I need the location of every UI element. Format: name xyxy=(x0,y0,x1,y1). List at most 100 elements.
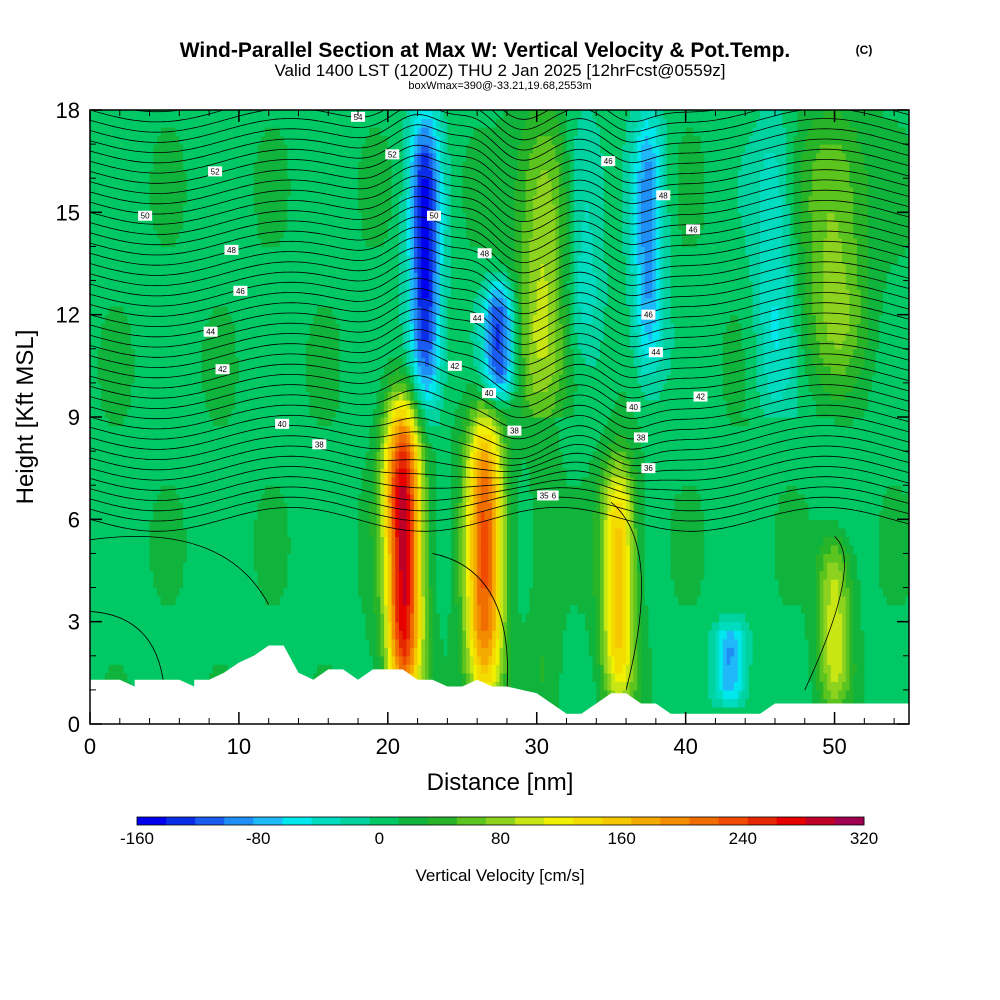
velocity-cell xyxy=(294,135,300,145)
velocity-cell xyxy=(145,519,151,529)
velocity-cell xyxy=(116,178,121,188)
velocity-cell xyxy=(190,382,195,393)
velocity-cell xyxy=(104,374,110,384)
velocity-cell xyxy=(90,408,95,418)
velocity-cell xyxy=(194,246,199,256)
velocity-cell xyxy=(157,263,162,273)
velocity-cell xyxy=(302,246,307,256)
velocity-cell xyxy=(231,263,236,273)
velocity-cell xyxy=(175,169,180,179)
velocity-cell xyxy=(320,502,326,512)
velocity-cell xyxy=(261,493,266,503)
velocity-cell xyxy=(343,664,348,674)
velocity-cell xyxy=(331,246,337,256)
velocity-cell xyxy=(283,630,288,640)
velocity-cell xyxy=(142,348,147,358)
velocity-cell xyxy=(197,544,203,555)
velocity-cell xyxy=(90,365,95,375)
velocity-cell xyxy=(209,127,214,137)
velocity-cell xyxy=(246,186,251,196)
velocity-cell xyxy=(298,237,303,248)
velocity-cell xyxy=(149,442,154,452)
velocity-cell xyxy=(101,254,106,265)
velocity-cell xyxy=(145,272,151,282)
velocity-cell xyxy=(305,485,311,495)
velocity-cell xyxy=(190,596,195,606)
velocity-cell xyxy=(123,314,128,324)
velocity-cell xyxy=(328,246,333,256)
velocity-cell xyxy=(205,587,210,597)
velocity-cell xyxy=(127,348,132,358)
velocity-cell xyxy=(145,374,151,384)
velocity-cell xyxy=(309,118,314,128)
velocity-cell xyxy=(142,536,147,546)
velocity-cell xyxy=(250,613,255,623)
velocity-cell xyxy=(153,647,158,657)
velocity-cell xyxy=(216,638,221,648)
velocity-cell xyxy=(175,110,180,120)
velocity-cell xyxy=(212,237,218,248)
velocity-cell xyxy=(209,246,214,256)
velocity-cell xyxy=(264,195,270,205)
velocity-cell xyxy=(328,553,333,563)
velocity-cell xyxy=(257,570,262,580)
velocity-cell xyxy=(97,570,102,580)
velocity-cell xyxy=(283,519,288,529)
velocity-cell xyxy=(320,237,326,248)
velocity-cell xyxy=(231,110,236,120)
velocity-cell xyxy=(320,212,326,222)
velocity-cell xyxy=(175,229,180,239)
velocity-cell xyxy=(302,280,307,290)
velocity-cell xyxy=(246,203,251,213)
velocity-cell xyxy=(175,246,180,256)
velocity-cell xyxy=(264,186,270,196)
velocity-cell xyxy=(145,169,151,179)
velocity-cell xyxy=(197,638,203,648)
velocity-cell xyxy=(153,289,158,299)
velocity-cell xyxy=(183,638,188,648)
velocity-cell xyxy=(287,297,292,307)
velocity-cell xyxy=(138,553,143,563)
velocity-cell xyxy=(346,613,352,623)
velocity-cell xyxy=(227,280,233,290)
velocity-cell xyxy=(335,425,341,435)
velocity-cell xyxy=(339,135,344,145)
velocity-cell xyxy=(343,425,348,435)
velocity-cell xyxy=(227,203,233,213)
velocity-cell xyxy=(287,536,292,546)
velocity-cell xyxy=(302,630,307,640)
velocity-cell xyxy=(123,212,128,222)
velocity-cell xyxy=(145,289,151,299)
velocity-cell xyxy=(302,655,307,665)
velocity-cell xyxy=(324,152,329,162)
velocity-cell xyxy=(291,408,296,418)
velocity-cell xyxy=(324,169,329,179)
velocity-cell xyxy=(183,485,188,495)
velocity-cell xyxy=(339,280,344,290)
velocity-cell xyxy=(250,493,255,503)
velocity-cell xyxy=(183,459,188,469)
velocity-cell xyxy=(171,553,177,563)
velocity-cell xyxy=(250,306,255,316)
velocity-cell xyxy=(149,536,154,546)
velocity-cell xyxy=(235,536,240,546)
velocity-cell xyxy=(305,365,311,375)
velocity-cell xyxy=(276,169,281,179)
velocity-cell xyxy=(93,570,99,580)
velocity-cell xyxy=(93,672,99,682)
velocity-cell xyxy=(324,664,329,674)
velocity-cell xyxy=(294,527,300,537)
velocity-cell xyxy=(138,135,143,145)
velocity-cell xyxy=(283,544,288,555)
velocity-cell xyxy=(291,263,296,273)
velocity-cell xyxy=(317,647,322,657)
velocity-cell xyxy=(253,544,259,555)
velocity-cell xyxy=(328,647,333,657)
velocity-cell xyxy=(224,468,229,478)
velocity-cell xyxy=(305,382,311,393)
velocity-cell xyxy=(93,178,99,188)
velocity-cell xyxy=(134,451,139,461)
velocity-cell xyxy=(160,630,166,640)
velocity-cell xyxy=(168,348,173,358)
velocity-cell xyxy=(328,579,333,589)
